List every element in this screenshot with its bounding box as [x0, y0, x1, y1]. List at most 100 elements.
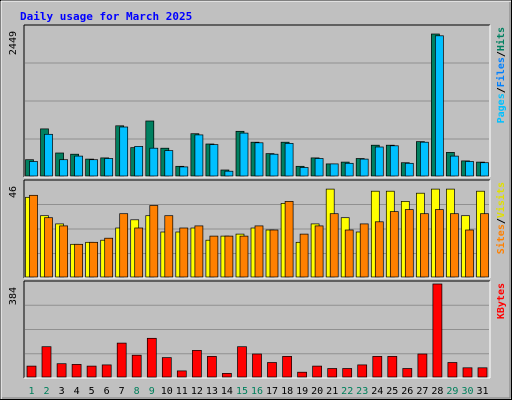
bar-files-day-29	[450, 155, 459, 177]
bar-sites-day-8	[134, 227, 144, 278]
bar-sites-day-18	[284, 201, 294, 278]
bar-files-day-31	[480, 162, 489, 177]
bar-kbytes-day-9	[146, 337, 157, 378]
legend-text: Sites/Visits	[495, 182, 507, 254]
bar-files-day-20	[314, 158, 324, 177]
bar-sites-day-3	[59, 225, 68, 278]
bar-sites-day-2	[44, 217, 53, 278]
y-max-label: 46	[8, 186, 19, 198]
bar-sites-day-14	[224, 235, 234, 278]
day-label-8: 8	[134, 386, 140, 397]
day-label-19: 19	[296, 386, 308, 397]
bar-sites-day-4	[74, 243, 83, 278]
bar-kbytes-day-22	[342, 368, 353, 378]
day-label-24: 24	[371, 386, 383, 397]
bar-kbytes-day-15	[237, 346, 247, 378]
bar-files-day-4	[74, 155, 83, 177]
bar-kbytes-day-8	[131, 354, 142, 378]
day-label-30: 30	[461, 386, 473, 397]
bar-sites-day-10	[164, 215, 174, 278]
bar-sites-day-11	[179, 227, 189, 278]
legend-label: Hits	[495, 27, 507, 51]
bar-files-day-26	[404, 162, 414, 177]
bar-kbytes-day-7	[116, 342, 127, 378]
day-label-10: 10	[161, 386, 173, 397]
day-label-21: 21	[326, 386, 338, 397]
day-label-14: 14	[221, 386, 233, 397]
day-label-6: 6	[104, 386, 110, 397]
series-files	[29, 35, 489, 177]
day-label-7: 7	[119, 386, 125, 397]
bar-files-day-7	[119, 126, 129, 177]
panel-visits-sites: 46 Sites/Visits	[8, 179, 507, 279]
day-label-9: 9	[149, 386, 155, 397]
bar-sites-day-31	[480, 213, 489, 278]
bar-sites-day-29	[450, 213, 459, 278]
day-label-25: 25	[386, 386, 398, 397]
bar-kbytes-day-18	[282, 356, 292, 378]
day-label-16: 16	[251, 386, 263, 397]
bar-sites-day-19	[299, 233, 309, 278]
bar-files-day-13	[209, 144, 219, 177]
bar-sites-day-30	[465, 229, 474, 278]
bar-files-day-11	[179, 166, 189, 177]
bar-kbytes-day-29	[447, 362, 458, 378]
bar-sites-day-22	[344, 229, 354, 278]
bar-files-day-27	[420, 141, 429, 177]
bar-files-day-9	[149, 147, 159, 177]
bar-files-day-8	[134, 146, 144, 177]
panel-kbytes: 384 KBytes	[8, 280, 507, 379]
legend-label: Sites	[495, 224, 507, 254]
day-label-20: 20	[311, 386, 323, 397]
day-label-22: 22	[341, 386, 353, 397]
bar-kbytes-day-16	[252, 353, 262, 378]
bar-sites-day-15	[239, 235, 249, 278]
bar-sites-day-25	[389, 211, 399, 278]
series-sites	[29, 194, 489, 278]
bar-files-day-16	[254, 142, 264, 177]
bar-kbytes-day-12	[192, 350, 202, 378]
day-label-1: 1	[28, 386, 34, 397]
legend-label: Visits	[495, 182, 507, 218]
day-label-23: 23	[356, 386, 368, 397]
bar-kbytes-day-23	[357, 364, 368, 378]
day-label-15: 15	[236, 386, 248, 397]
bar-sites-day-23	[359, 223, 369, 278]
bar-files-day-25	[389, 145, 399, 177]
bar-kbytes-day-24	[372, 356, 383, 378]
bar-sites-day-5	[89, 241, 98, 278]
day-label-11: 11	[176, 386, 188, 397]
bar-kbytes-day-25	[387, 356, 398, 378]
bar-sites-day-28	[435, 209, 444, 278]
bar-kbytes-day-17	[267, 362, 277, 378]
day-label-27: 27	[416, 386, 428, 397]
bar-kbytes-day-13	[207, 356, 217, 378]
day-label-31: 31	[476, 386, 488, 397]
series-legend: KBytes	[496, 283, 507, 319]
bar-sites-day-1	[29, 194, 38, 278]
bar-sites-day-26	[404, 209, 414, 278]
legend-label: Pages	[496, 93, 507, 123]
bar-kbytes-day-4	[71, 364, 82, 378]
bar-files-day-12	[194, 134, 204, 177]
bar-kbytes-day-21	[327, 368, 338, 378]
bar-files-day-19	[299, 167, 309, 177]
bar-files-day-18	[284, 143, 294, 177]
bar-files-day-10	[164, 150, 174, 177]
day-label-29: 29	[446, 386, 458, 397]
bar-sites-day-13	[209, 235, 219, 278]
series-legend: Pages/Files/Hits	[495, 27, 507, 123]
legend-label: KBytes	[496, 283, 507, 319]
bar-kbytes-day-19	[297, 371, 307, 378]
bar-sites-day-6	[104, 237, 114, 278]
series-kbytes	[26, 283, 488, 378]
day-label-5: 5	[89, 386, 95, 397]
bar-sites-day-24	[374, 221, 384, 278]
legend-label: /	[496, 87, 507, 93]
bar-files-day-3	[59, 159, 68, 177]
bar-kbytes-day-2	[41, 346, 52, 378]
day-label-13: 13	[206, 386, 218, 397]
